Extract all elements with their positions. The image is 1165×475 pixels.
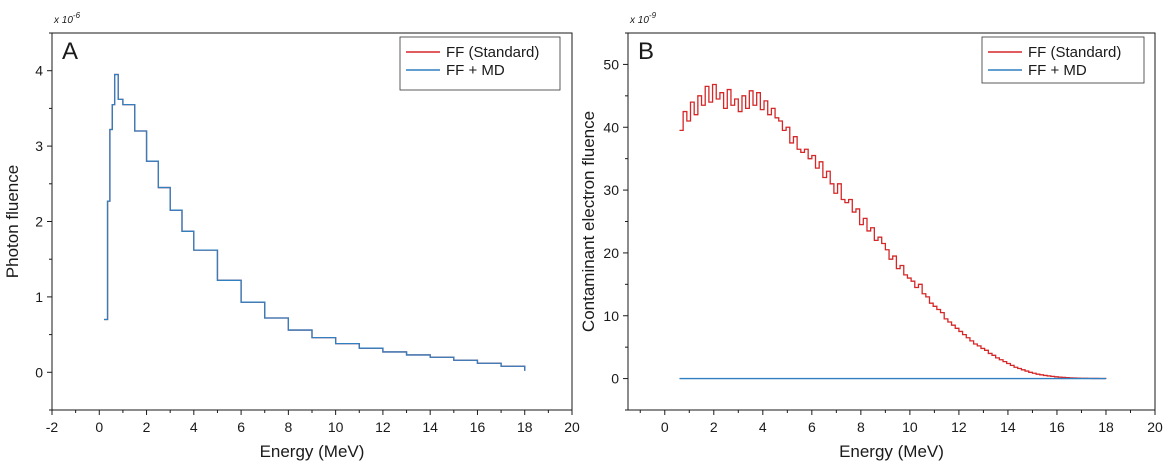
x-tick-label: 2 (143, 419, 151, 435)
axis-multiplier-exponent: -6 (73, 11, 81, 20)
y-tick-label: 1 (35, 289, 43, 305)
x-axis-title: Energy (MeV) (260, 442, 365, 461)
x-axis-title: Energy (MeV) (839, 442, 944, 461)
axis-multiplier-base: x 10 (629, 15, 649, 26)
y-tick-label: 30 (603, 182, 619, 198)
axis-multiplier: x 10-6 (53, 11, 81, 26)
panel-letter: B (638, 38, 654, 65)
y-tick-label: 0 (35, 364, 43, 380)
x-tick-label: 12 (951, 419, 967, 435)
x-tick-label: 6 (237, 419, 245, 435)
series-line-ff-standard (679, 83, 1107, 380)
legend-box (981, 36, 1145, 84)
legend-label: FF (Standard) (1028, 44, 1121, 61)
y-axis-title: Photon fluence (3, 165, 22, 278)
x-tick-label: 2 (710, 419, 718, 435)
x-tick-label: 8 (857, 419, 865, 435)
x-tick-label: 10 (328, 419, 344, 435)
x-tick-label: 14 (422, 419, 438, 435)
x-tick-label: 10 (902, 419, 918, 435)
panel-b: 0 2 4 6 8 10 12 14 16 18 20 0 10 20 30 40 50 x 10-9 B Energ… (579, 11, 1163, 461)
panel-letter: A (62, 38, 78, 65)
x-tick-label: 4 (759, 419, 767, 435)
x-tick-label: 20 (1147, 419, 1163, 435)
x-tick-label: 14 (1000, 419, 1016, 435)
series-line-ff-md (104, 73, 526, 371)
x-tick-label: -2 (46, 419, 59, 435)
legend-label: FF (Standard) (446, 44, 539, 61)
y-tick-label: 2 (35, 214, 43, 230)
x-tick-label: 0 (661, 419, 669, 435)
x-tick-label: 6 (808, 419, 816, 435)
legend-box (399, 36, 561, 91)
x-tick-label: 18 (1098, 419, 1114, 435)
x-tick-label: 0 (95, 419, 103, 435)
x-tick-label: 12 (375, 419, 391, 435)
plot-frame (627, 32, 1156, 411)
x-tick-label: 16 (1049, 419, 1065, 435)
y-tick-label: 3 (35, 138, 43, 154)
y-tick-label: 0 (611, 371, 619, 387)
x-tick-label: 20 (564, 419, 580, 435)
series-line-ff-standard (104, 73, 526, 371)
y-axis-title: Contaminant electron fluence (579, 111, 598, 332)
x-tick-label: 4 (190, 419, 198, 435)
x-tick-label: 8 (284, 419, 292, 435)
axis-multiplier-base: x 10 (53, 15, 73, 26)
legend-label: FF + MD (446, 62, 505, 79)
y-tick-label: 20 (603, 245, 619, 261)
legend-label: FF + MD (1028, 62, 1087, 79)
axis-multiplier: x 10-9 (629, 11, 657, 26)
x-tick-label: 18 (517, 419, 533, 435)
y-tick-label: 10 (603, 308, 619, 324)
x-tick-label: 16 (470, 419, 486, 435)
y-tick-label: 50 (603, 56, 619, 72)
y-tick-label: 4 (35, 63, 43, 79)
axis-multiplier-exponent: -9 (649, 11, 657, 20)
y-tick-label: 40 (603, 119, 619, 135)
